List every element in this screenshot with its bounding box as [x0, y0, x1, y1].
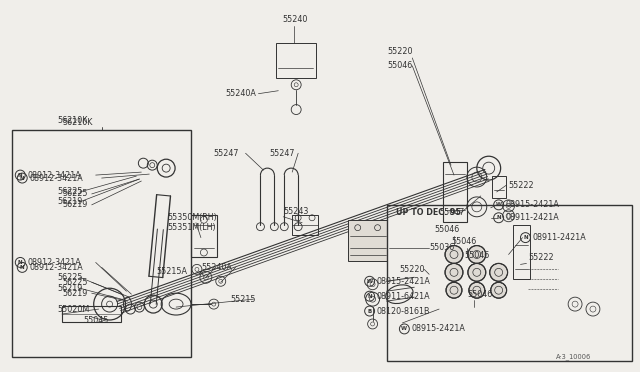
Text: 55222: 55222	[529, 253, 554, 262]
Text: 56219: 56219	[62, 289, 87, 298]
Text: 56219: 56219	[57, 198, 83, 206]
Bar	[292, 215, 318, 235]
Text: 08915-2421A: 08915-2421A	[506, 201, 559, 209]
Text: W: W	[401, 326, 408, 331]
Bar	[12, 131, 191, 357]
Bar	[62, 306, 122, 322]
Circle shape	[490, 263, 508, 281]
Bar	[276, 43, 316, 78]
Text: 08911-2421A: 08911-2421A	[532, 233, 586, 242]
Text: UP TO DEC. 95: UP TO DEC. 95	[396, 208, 461, 217]
Text: A·3_10006: A·3_10006	[556, 353, 591, 360]
Circle shape	[469, 282, 484, 298]
Text: 56219: 56219	[62, 201, 87, 209]
Text: 55215: 55215	[230, 295, 256, 304]
Text: 55247: 55247	[269, 149, 295, 158]
Text: W: W	[495, 202, 502, 207]
Text: 08912-3421A: 08912-3421A	[29, 263, 83, 272]
Text: 08912-3421A: 08912-3421A	[29, 174, 83, 183]
Text: 55240A: 55240A	[226, 89, 257, 98]
Text: 56225: 56225	[57, 187, 83, 196]
Text: 55220: 55220	[399, 265, 425, 274]
Text: 55351M(LH): 55351M(LH)	[167, 223, 216, 232]
Text: 55243: 55243	[284, 207, 308, 216]
Text: 55240: 55240	[282, 15, 308, 24]
Text: 55247: 55247	[214, 149, 239, 158]
Text: 56210K: 56210K	[62, 118, 92, 127]
Text: 55222: 55222	[509, 180, 534, 189]
Text: 55046: 55046	[467, 290, 492, 299]
Text: N: N	[367, 294, 372, 299]
Bar	[513, 225, 531, 279]
Text: 55220: 55220	[387, 46, 413, 55]
Text: 55215A: 55215A	[156, 267, 188, 276]
Text: 56225: 56225	[57, 273, 83, 282]
Text: 08915-2421A: 08915-2421A	[376, 277, 431, 286]
Bar	[387, 205, 632, 361]
Text: W: W	[367, 279, 372, 284]
Text: 55350M(RH): 55350M(RH)	[167, 213, 217, 222]
Circle shape	[446, 282, 462, 298]
Circle shape	[491, 282, 507, 298]
Bar	[492, 176, 506, 198]
Text: N: N	[20, 176, 24, 180]
Text: 08911-6421A: 08911-6421A	[376, 292, 430, 301]
Text: 08120-8161B: 08120-8161B	[376, 307, 430, 315]
Circle shape	[468, 263, 486, 281]
Text: 55036: 55036	[429, 243, 454, 252]
Text: N: N	[523, 235, 528, 240]
Text: B: B	[367, 308, 372, 314]
Text: N: N	[18, 260, 22, 265]
Text: N: N	[18, 173, 22, 177]
Text: 55020M: 55020M	[57, 305, 89, 314]
Circle shape	[445, 246, 463, 263]
Text: 55046: 55046	[451, 237, 476, 246]
Text: 55046: 55046	[434, 225, 460, 234]
Text: 55046: 55046	[464, 251, 489, 260]
Text: 55240A: 55240A	[201, 263, 232, 272]
Bar	[348, 220, 387, 262]
Circle shape	[468, 246, 486, 263]
Text: 56225: 56225	[62, 189, 88, 198]
Text: 08912-3421A: 08912-3421A	[28, 258, 81, 267]
Text: N: N	[497, 215, 501, 220]
Circle shape	[445, 263, 463, 281]
Text: 08912-3421A: 08912-3421A	[28, 171, 81, 180]
Text: 56219: 56219	[57, 284, 83, 293]
Text: 56210K: 56210K	[57, 116, 87, 125]
Text: N: N	[20, 265, 24, 270]
Text: 08915-2421A: 08915-2421A	[412, 324, 465, 333]
Text: 55047: 55047	[439, 208, 465, 217]
Text: 08911-2421A: 08911-2421A	[506, 213, 559, 222]
Text: 55046: 55046	[387, 61, 413, 70]
Text: 55045: 55045	[84, 317, 109, 326]
Text: 56225: 56225	[62, 278, 88, 287]
